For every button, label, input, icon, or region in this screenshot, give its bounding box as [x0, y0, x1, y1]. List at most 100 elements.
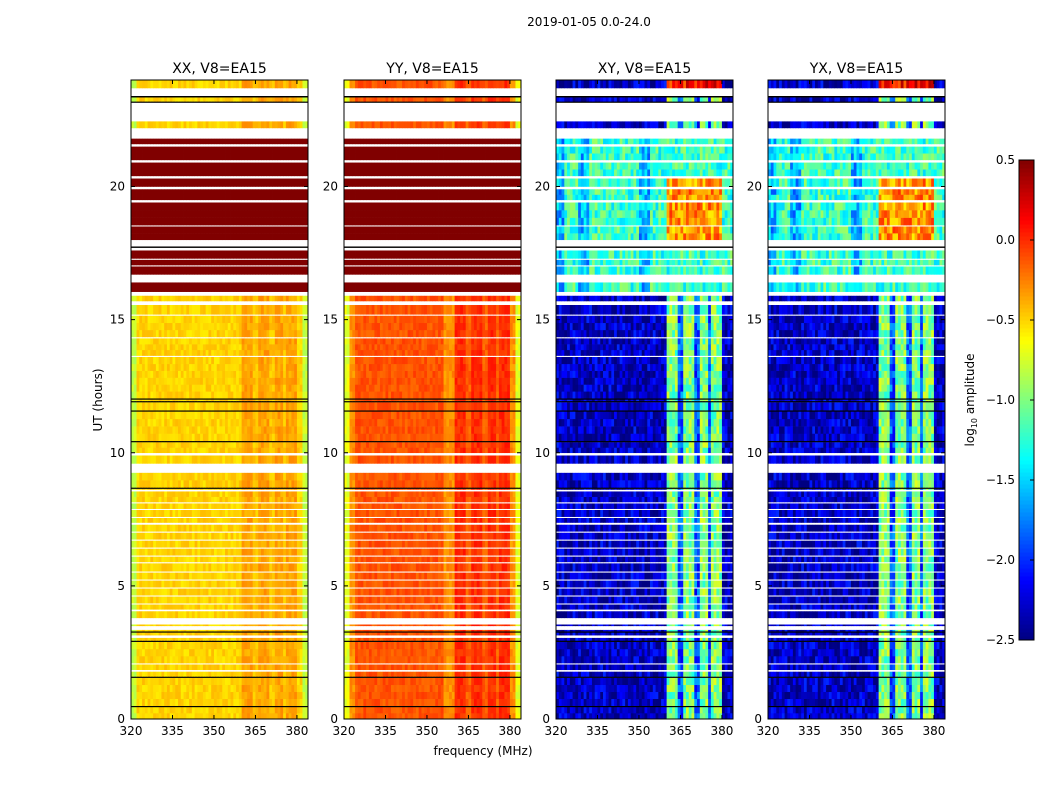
heatmap-cell — [296, 632, 301, 636]
heatmap-cell — [131, 426, 135, 434]
heatmap-cell — [247, 349, 251, 356]
heatmap-cell — [153, 178, 157, 187]
heatmap-cell — [213, 370, 218, 378]
heatmap-cell — [133, 295, 137, 302]
heatmap-cell — [272, 399, 276, 402]
heatmap-cell — [172, 671, 176, 677]
heatmap-cell — [225, 402, 229, 411]
heatmap-cell — [178, 509, 182, 517]
heatmap-cell — [272, 524, 276, 532]
heatmap-cell — [236, 169, 240, 177]
heatmap-cell — [208, 517, 212, 523]
heatmap-cell — [227, 189, 231, 195]
heatmap-cell — [260, 509, 265, 517]
flagged-gap — [131, 539, 308, 541]
heatmap-cell — [272, 472, 276, 481]
heatmap-cell — [288, 411, 292, 420]
heatmap-cell — [227, 162, 231, 170]
heatmap-cell — [258, 572, 262, 580]
heatmap-cell — [241, 624, 245, 627]
heatmap-cell — [233, 641, 237, 650]
heatmap-cell — [277, 202, 281, 211]
heatmap-cell — [266, 178, 270, 187]
heatmap-cell — [227, 194, 231, 201]
heatmap-cell — [236, 677, 240, 686]
heatmap-cell — [285, 447, 290, 454]
heatmap-cell — [285, 572, 290, 580]
heatmap-cell — [219, 97, 223, 102]
heatmap-cell — [131, 447, 135, 454]
heatmap-cell — [260, 304, 265, 315]
heatmap-cell — [175, 153, 179, 161]
heatmap-cell — [288, 596, 292, 604]
heatmap-cell — [186, 503, 190, 509]
heatmap-cell — [200, 604, 204, 610]
heatmap-cell — [302, 194, 306, 201]
heatmap-cell — [142, 588, 146, 596]
heatmap-cell — [202, 629, 207, 632]
heatmap-cell — [189, 548, 193, 556]
heatmap-cell — [255, 588, 259, 596]
heatmap-cell — [258, 611, 262, 619]
heatmap-cell — [238, 563, 243, 572]
heatmap-cell — [211, 524, 215, 532]
heatmap-cell — [153, 472, 157, 481]
heatmap-cell — [205, 556, 209, 563]
heatmap-cell — [296, 250, 301, 259]
heatmap-cell — [131, 671, 135, 677]
heatmap-cell — [147, 169, 151, 177]
heatmap-cell — [144, 189, 148, 195]
heatmap-cell — [213, 304, 218, 315]
heatmap-cell — [236, 556, 240, 563]
heatmap-cell — [274, 532, 278, 540]
heatmap-cell — [155, 189, 160, 195]
heatmap-cell — [175, 329, 179, 338]
heatmap-cell — [255, 146, 259, 154]
heatmap-cell — [186, 282, 190, 292]
heatmap-cell — [142, 540, 146, 548]
heatmap-cell — [150, 315, 154, 324]
heatmap-cell — [288, 572, 292, 580]
heatmap-cell — [241, 146, 245, 154]
heatmap-cell — [186, 304, 190, 315]
heatmap-cell — [274, 655, 278, 664]
flagged-gap — [131, 87, 308, 96]
heatmap-cell — [272, 418, 276, 427]
heatmap-cell — [280, 384, 284, 392]
heatmap-cell — [161, 671, 165, 677]
heatmap-cell — [194, 259, 198, 266]
heatmap-cell — [197, 418, 201, 427]
heatmap-cell — [136, 194, 140, 201]
heatmap-cell — [280, 604, 284, 610]
heatmap-cell — [139, 556, 143, 563]
heatmap-cell — [252, 442, 256, 448]
heatmap-cell — [216, 637, 220, 641]
heatmap-cell — [260, 713, 265, 720]
heatmap-cell — [230, 442, 234, 448]
heatmap-cell — [285, 524, 290, 532]
heatmap-cell — [142, 455, 146, 464]
heatmap-cell — [191, 664, 196, 671]
heatmap-cell — [216, 138, 220, 145]
heatmap-cell — [249, 655, 254, 664]
heatmap-cell — [155, 295, 160, 302]
heatmap-cell — [200, 377, 204, 385]
heatmap-cell — [166, 503, 171, 509]
heatmap-cell — [255, 517, 259, 523]
heatmap-cell — [200, 580, 204, 588]
heatmap-cell — [139, 384, 143, 392]
heatmap-cell — [169, 488, 173, 490]
heatmap-cell — [260, 480, 265, 488]
heatmap-cell — [155, 233, 160, 241]
heatmap-cell — [202, 153, 207, 161]
heatmap-cell — [136, 384, 140, 392]
heatmap-cell — [133, 402, 137, 411]
heatmap-cell — [136, 370, 140, 378]
heatmap-cell — [280, 418, 284, 427]
heatmap-cell — [269, 698, 273, 706]
heatmap-cell — [147, 344, 151, 351]
heatmap-cell — [291, 671, 295, 677]
heatmap-cell — [280, 162, 284, 170]
heatmap-cell — [244, 629, 248, 632]
heatmap-cell — [208, 677, 212, 686]
